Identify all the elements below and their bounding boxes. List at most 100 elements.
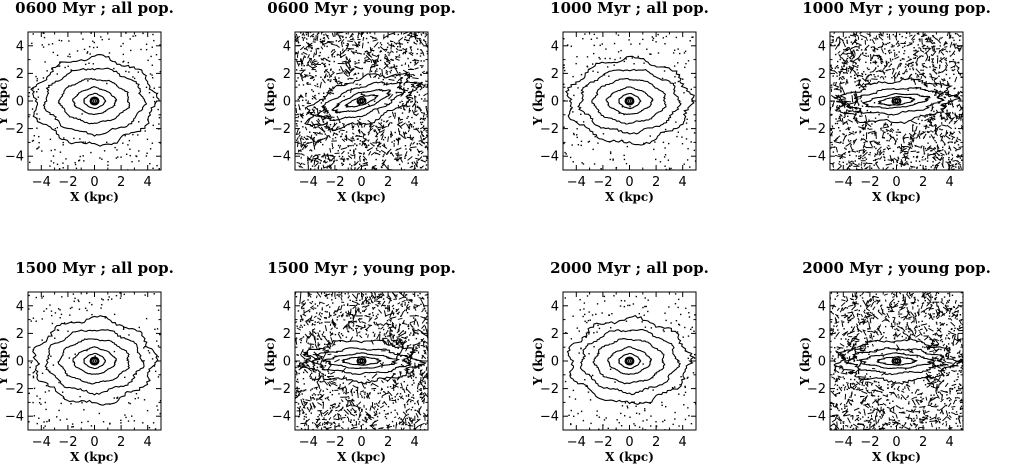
noise-contour-fragment [852,111,860,114]
noise-speck [915,72,917,75]
noise-contour-fragment [413,42,418,45]
noise-contour-fragment [898,146,903,151]
noise-speck [835,350,837,352]
noise-contour-fragment [364,146,368,149]
noise-contour-fragment [941,124,947,127]
noise-contour-fragment [833,32,836,35]
noise-speck [84,307,87,309]
noise-contour-fragment [933,79,937,86]
noise-speck [397,398,399,401]
noise-speck [909,68,911,70]
noise-speck [107,160,109,163]
noise-speck [383,154,385,156]
noise-speck [861,73,864,76]
noise-speck [390,44,393,46]
y-tick-label: 2 [16,67,24,82]
noise-speck [295,39,297,41]
noise-speck [113,67,115,70]
noise-contour-fragment [418,297,425,300]
noise-contour-fragment [405,305,411,311]
noise-speck [860,164,863,166]
noise-speck [374,403,376,405]
noise-contour-fragment [351,132,355,135]
noise-speck [422,134,424,137]
noise-contour-fragment [834,140,841,144]
noise-speck [407,162,409,164]
noise-contour-fragment [944,46,948,48]
noise-contour-fragment [350,137,355,140]
noise-contour-fragment [311,63,315,66]
noise-contour-fragment [398,41,401,45]
noise-contour-fragment [385,55,389,60]
noise-contour-fragment [398,395,405,400]
noise-speck [882,130,884,132]
noise-speck [145,86,148,89]
noise-speck [873,74,875,76]
noise-speck [318,414,321,416]
noise-speck [377,55,379,57]
noise-contour-fragment [398,37,404,42]
plot-frame [27,31,162,171]
noise-speck [303,389,305,392]
noise-speck [295,339,297,341]
noise-speck [569,156,572,159]
noise-speck [653,148,655,151]
noise-speck [592,148,594,151]
noise-speck [347,158,349,161]
noise-contour-fragment [922,133,927,140]
noise-speck [869,327,871,329]
noise-speck [407,101,409,103]
noise-contour-fragment [863,140,868,144]
x-tick-label: 0 [90,435,98,450]
noise-speck [888,41,891,44]
x-tick-label: −4 [32,435,51,450]
contour-line [32,315,159,406]
noise-speck [336,316,339,318]
plot-frame [27,291,162,431]
noise-speck [570,409,572,412]
noise-speck [396,357,398,359]
noise-contour-fragment [849,34,855,37]
noise-contour-fragment [311,305,314,308]
noise-speck [586,65,588,68]
noise-speck [43,36,46,39]
contour-plot-area [28,292,161,430]
noise-contour-fragment [876,152,879,156]
noise-speck [73,300,75,303]
noise-speck [359,132,361,134]
noise-speck [65,158,67,160]
noise-speck [948,158,950,161]
noise-speck [329,331,332,333]
noise-speck [349,149,351,152]
noise-speck [381,396,383,398]
noise-contour-fragment [323,411,329,417]
noise-speck [949,55,952,57]
noise-speck [834,44,836,47]
noise-speck [395,92,398,94]
noise-speck [948,156,950,159]
noise-contour-fragment [834,135,841,141]
noise-contour-fragment [847,119,854,123]
noise-speck [352,126,355,129]
panel-title: 2000 Myr ; young pop. [802,259,991,277]
noise-contour-fragment [388,305,391,312]
noise-contour-fragment [879,156,883,160]
noise-speck [317,394,319,396]
contour-line [618,92,642,110]
noise-speck [421,133,423,136]
noise-contour-fragment [921,44,926,48]
noise-contour-fragment [403,322,408,325]
noise-speck [388,62,391,65]
noise-speck [581,162,583,164]
noise-speck [957,160,959,163]
noise-speck [426,115,428,118]
noise-contour-fragment [367,394,370,400]
noise-speck [394,112,396,115]
noise-speck [917,389,920,391]
noise-speck [38,141,40,144]
noise-speck [128,71,130,73]
noise-contour-fragment [380,326,384,330]
noise-contour-fragment [832,84,840,88]
noise-contour-fragment [398,323,401,331]
core-contour [891,96,902,106]
